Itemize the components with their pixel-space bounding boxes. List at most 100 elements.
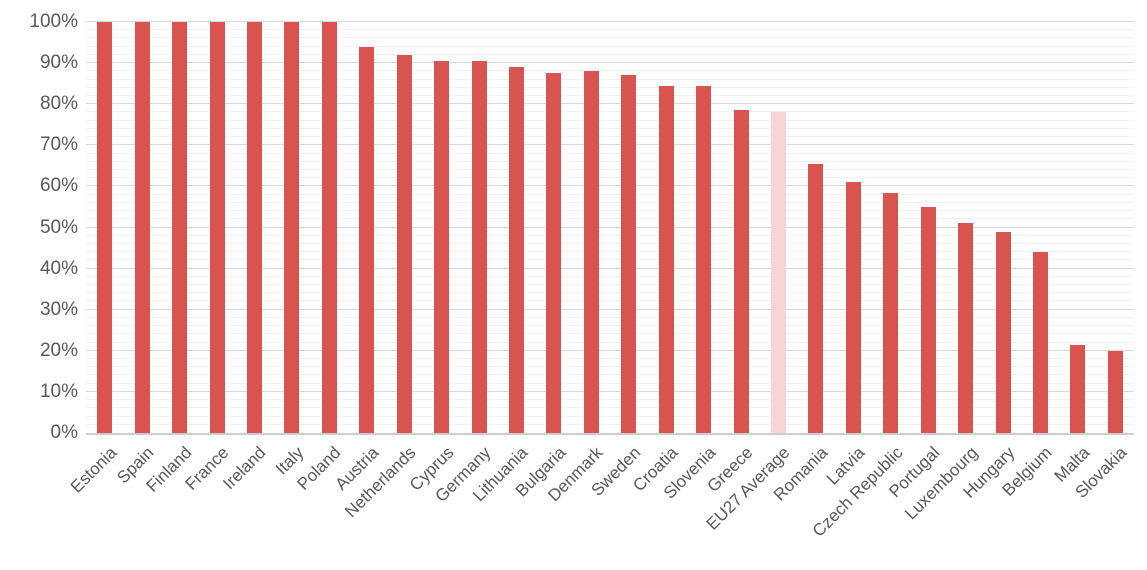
x-tick-label: Bulgaria — [511, 443, 570, 501]
x-tick-label: Finland — [142, 443, 195, 496]
x-tick-label: Luxembourg — [900, 443, 981, 524]
bar — [321, 22, 337, 433]
minor-gridline — [86, 358, 1134, 360]
minor-gridline — [86, 177, 1134, 179]
bar — [958, 223, 974, 433]
minor-gridline — [86, 168, 1134, 170]
bar — [920, 206, 936, 433]
x-tick-label: Ireland — [219, 443, 270, 494]
major-gridline — [86, 349, 1134, 351]
bar — [808, 163, 824, 433]
minor-gridline — [86, 292, 1134, 294]
bar — [733, 110, 749, 433]
bar — [658, 85, 674, 433]
bar — [359, 46, 375, 433]
x-tick-label: Italy — [271, 443, 308, 479]
bar — [434, 61, 450, 433]
minor-gridline — [86, 275, 1134, 277]
minor-gridline — [86, 234, 1134, 236]
major-gridline — [86, 144, 1134, 146]
major-gridline — [86, 226, 1134, 228]
minor-gridline — [86, 127, 1134, 129]
major-gridline — [86, 21, 1134, 22]
minor-gridline — [86, 45, 1134, 47]
minor-gridline — [86, 407, 1134, 409]
x-tick-label: Hungary — [959, 443, 1019, 502]
minor-gridline — [86, 259, 1134, 261]
bar — [246, 22, 262, 433]
minor-gridline — [86, 86, 1134, 88]
bar — [209, 22, 225, 433]
x-tick-label: Netherlands — [341, 443, 420, 522]
bar — [621, 75, 637, 433]
x-tick-label: Austria — [331, 443, 383, 494]
minor-gridline — [86, 341, 1134, 343]
minor-gridline — [86, 136, 1134, 138]
minor-gridline — [86, 210, 1134, 212]
major-gridline — [86, 308, 1134, 310]
y-tick-label: 30% — [39, 298, 78, 320]
minor-gridline — [86, 152, 1134, 154]
minor-gridline — [86, 37, 1134, 39]
minor-gridline — [86, 300, 1134, 302]
bar — [396, 54, 412, 433]
x-tick-label: Portugal — [885, 443, 944, 502]
x-tick-label: Slovenia — [659, 443, 719, 503]
y-tick-label: 70% — [39, 134, 78, 156]
minor-gridline — [86, 70, 1134, 72]
bar — [1070, 344, 1086, 433]
minor-gridline — [86, 415, 1134, 417]
x-tick-label: France — [181, 443, 233, 494]
y-axis: 0% 10% 20% 30% 40% 50% 60% 70% 80% 90% 100% — [0, 0, 78, 570]
minor-gridline — [86, 201, 1134, 203]
x-tick-label: Sweden — [587, 443, 645, 500]
y-tick-label: 0% — [50, 422, 78, 443]
bar — [1032, 252, 1048, 433]
y-tick-label: 20% — [39, 339, 78, 361]
x-tick-label: Latvia — [823, 443, 869, 489]
x-tick-label: Cyprus — [405, 443, 457, 495]
bar — [134, 22, 150, 433]
x-tick-label: Czech Republic — [808, 443, 907, 541]
minor-gridline — [86, 78, 1134, 80]
minor-gridline — [86, 382, 1134, 384]
minor-gridline — [86, 193, 1134, 195]
bar — [1107, 350, 1123, 433]
minor-gridline — [86, 111, 1134, 113]
major-gridline — [86, 103, 1134, 105]
bar — [546, 73, 562, 433]
x-tick-label: Romania — [769, 443, 832, 505]
bar — [770, 112, 786, 433]
bar — [97, 22, 113, 433]
minor-gridline — [86, 94, 1134, 96]
minor-gridline — [86, 53, 1134, 55]
y-tick-label: 60% — [39, 175, 78, 197]
minor-gridline — [86, 251, 1134, 253]
minor-gridline — [86, 218, 1134, 220]
x-tick-label: Lithuania — [469, 443, 532, 506]
bar — [172, 22, 188, 433]
minor-gridline — [86, 333, 1134, 335]
bar — [845, 182, 861, 433]
minor-gridline — [86, 366, 1134, 368]
bar — [995, 231, 1011, 433]
minor-gridline — [86, 29, 1134, 31]
x-tick-label: Belgium — [998, 443, 1056, 500]
minor-gridline — [86, 160, 1134, 162]
minor-gridline — [86, 242, 1134, 244]
minor-gridline — [86, 325, 1134, 327]
minor-gridline — [86, 316, 1134, 318]
x-tick-label: Germany — [431, 443, 495, 506]
bar — [284, 22, 300, 433]
minor-gridline — [86, 423, 1134, 425]
minor-gridline — [86, 119, 1134, 121]
bar — [471, 61, 487, 433]
x-tick-label: Denmark — [544, 443, 607, 506]
plot-area — [86, 21, 1134, 433]
x-tick-label: Croatia — [629, 443, 682, 496]
x-axis-line — [86, 433, 1134, 435]
y-tick-label: 40% — [39, 257, 78, 279]
y-tick-label: 90% — [39, 52, 78, 74]
major-gridline — [86, 390, 1134, 392]
